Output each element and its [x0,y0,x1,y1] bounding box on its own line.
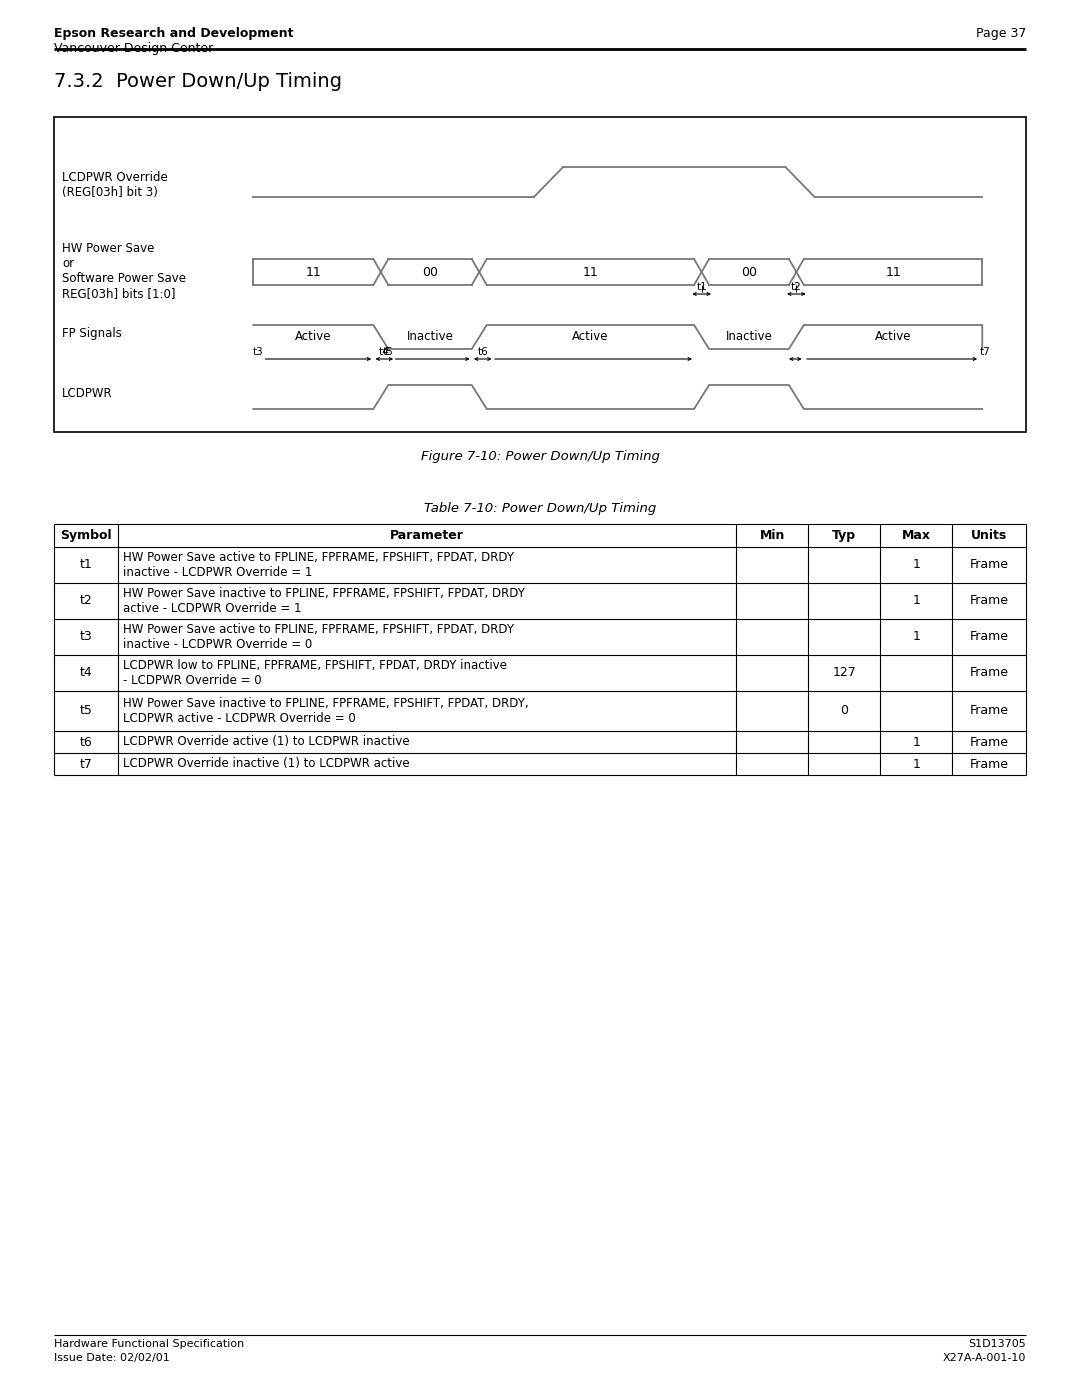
Text: t2: t2 [791,282,801,292]
Text: Units: Units [971,529,1008,542]
Text: HW Power Save active to FPLINE, FPFRAME, FPSHIFT, FPDAT, DRDY: HW Power Save active to FPLINE, FPFRAME,… [123,623,514,637]
Text: t5: t5 [80,704,93,718]
Text: 1: 1 [913,757,920,771]
Text: HW Power Save active to FPLINE, FPFRAME, FPSHIFT, FPDAT, DRDY: HW Power Save active to FPLINE, FPFRAME,… [123,552,514,564]
Text: Frame: Frame [970,630,1009,644]
Text: 11: 11 [886,265,901,278]
Text: 11: 11 [306,265,321,278]
Bar [54,117,1026,432]
Text: Active: Active [295,331,332,344]
Text: LCDPWR: LCDPWR [62,387,112,400]
Text: 1: 1 [913,630,920,644]
Text: LCDPWR low to FPLINE, FPFRAME, FPSHIFT, FPDAT, DRDY inactive: LCDPWR low to FPLINE, FPFRAME, FPSHIFT, … [123,659,508,672]
Text: Min: Min [759,529,785,542]
Text: 1: 1 [913,595,920,608]
Text: 00: 00 [422,265,438,278]
Text: Symbol: Symbol [60,529,112,542]
Text: t5: t5 [382,346,393,358]
Text: t3: t3 [80,630,93,644]
Text: Frame: Frame [970,704,1009,718]
Text: 11: 11 [582,265,598,278]
Text: Frame: Frame [970,757,1009,771]
Text: Frame: Frame [970,666,1009,679]
Text: t2: t2 [80,595,93,608]
Text: LCDPWR Override inactive (1) to LCDPWR active: LCDPWR Override inactive (1) to LCDPWR a… [123,757,409,771]
Text: Parameter: Parameter [390,529,464,542]
Text: Figure 7-10: Power Down/Up Timing: Figure 7-10: Power Down/Up Timing [420,450,660,462]
Text: 0: 0 [840,704,848,718]
Text: LCDPWR active - LCDPWR Override = 0: LCDPWR active - LCDPWR Override = 0 [123,711,356,725]
Text: Frame: Frame [970,559,1009,571]
Text: active - LCDPWR Override = 1: active - LCDPWR Override = 1 [123,602,301,615]
Text: t4: t4 [379,346,390,358]
Text: FP Signals: FP Signals [62,327,122,339]
Text: Vancouver Design Center: Vancouver Design Center [54,42,213,54]
Text: t1: t1 [80,559,93,571]
Text: Frame: Frame [970,735,1009,749]
Text: t1: t1 [697,282,707,292]
Text: t3: t3 [253,346,264,358]
Text: - LCDPWR Override = 0: - LCDPWR Override = 0 [123,673,261,686]
Text: Page 37: Page 37 [975,27,1026,41]
Text: 127: 127 [833,666,856,679]
Text: 1: 1 [913,735,920,749]
Text: Table 7-10: Power Down/Up Timing: Table 7-10: Power Down/Up Timing [423,502,657,515]
Text: Inactive: Inactive [406,331,454,344]
Text: t7: t7 [980,346,990,358]
Text: inactive - LCDPWR Override = 1: inactive - LCDPWR Override = 1 [123,566,312,578]
Text: Inactive: Inactive [726,331,772,344]
Text: t7: t7 [80,757,93,771]
Text: inactive - LCDPWR Override = 0: inactive - LCDPWR Override = 0 [123,637,312,651]
Text: 7.3.2  Power Down/Up Timing: 7.3.2 Power Down/Up Timing [54,73,342,91]
Text: t4: t4 [80,666,93,679]
Text: Active: Active [572,331,609,344]
Text: S1D13705: S1D13705 [969,1338,1026,1350]
Text: Active: Active [875,331,912,344]
Text: t6: t6 [477,346,488,358]
Text: Hardware Functional Specification: Hardware Functional Specification [54,1338,244,1350]
Text: 00: 00 [741,265,757,278]
Text: Frame: Frame [970,595,1009,608]
Text: 1: 1 [913,559,920,571]
Text: HW Power Save inactive to FPLINE, FPFRAME, FPSHIFT, FPDAT, DRDY,: HW Power Save inactive to FPLINE, FPFRAM… [123,697,529,711]
Text: HW Power Save
or
Software Power Save
REG[03h] bits [1:0]: HW Power Save or Software Power Save REG… [62,242,186,300]
Text: Max: Max [902,529,931,542]
Text: Issue Date: 02/02/01: Issue Date: 02/02/01 [54,1354,170,1363]
Text: LCDPWR Override active (1) to LCDPWR inactive: LCDPWR Override active (1) to LCDPWR ina… [123,735,409,749]
Text: Epson Research and Development: Epson Research and Development [54,27,294,41]
Text: t6: t6 [80,735,93,749]
Text: LCDPWR Override
(REG[03h] bit 3): LCDPWR Override (REG[03h] bit 3) [62,170,167,198]
Text: HW Power Save inactive to FPLINE, FPFRAME, FPSHIFT, FPDAT, DRDY: HW Power Save inactive to FPLINE, FPFRAM… [123,588,525,601]
Text: Typ: Typ [833,529,856,542]
Text: X27A-A-001-10: X27A-A-001-10 [943,1354,1026,1363]
